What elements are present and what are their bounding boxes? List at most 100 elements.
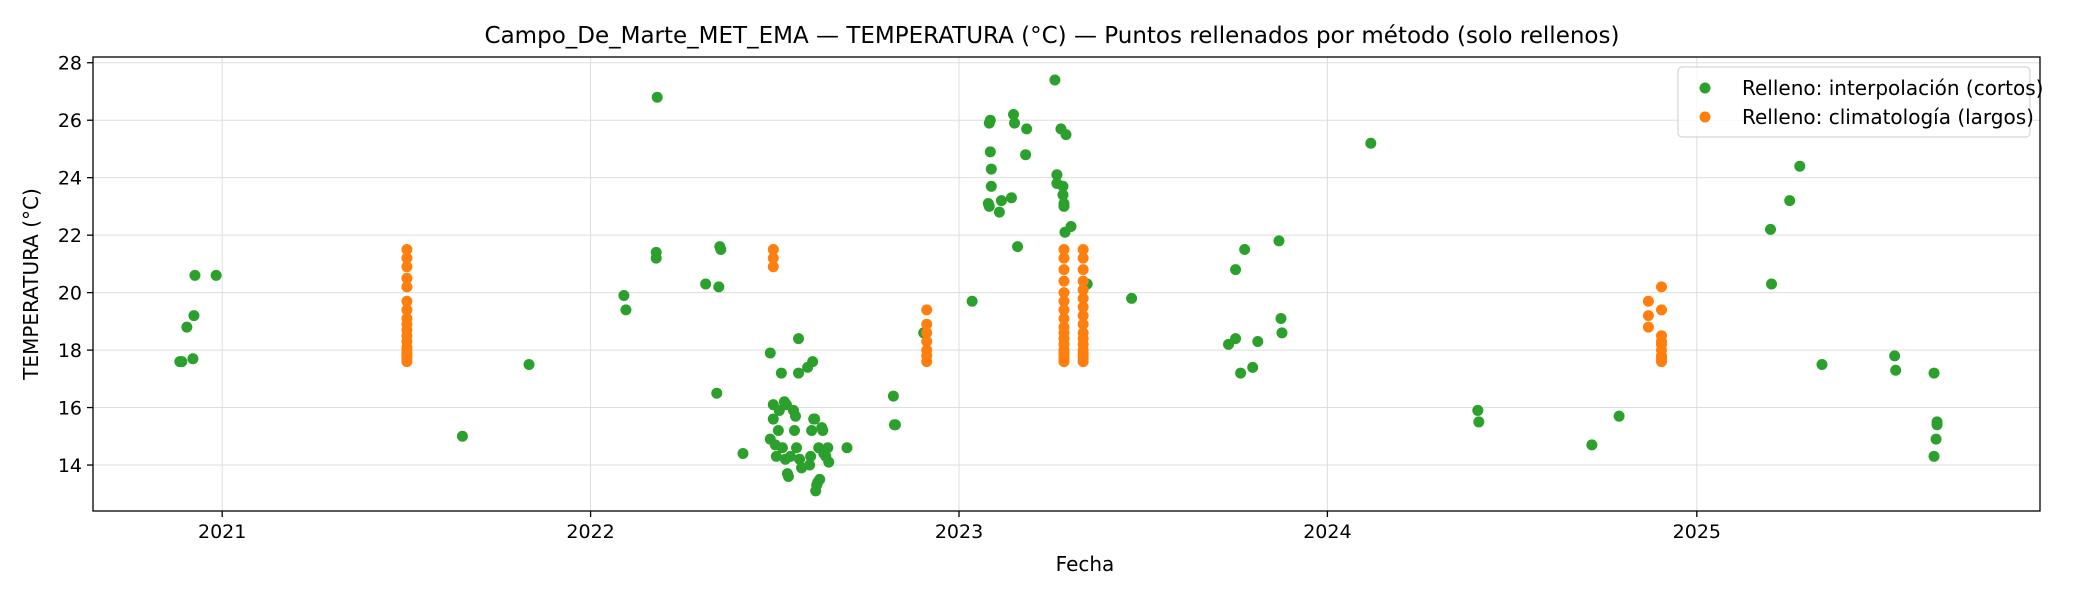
y-axis-label: TEMPERATURA (°C) xyxy=(19,188,43,381)
point-climatologia xyxy=(401,312,413,324)
point-climatologia xyxy=(1058,321,1070,333)
point-interpolacion xyxy=(814,473,826,485)
point-climatologia xyxy=(767,244,779,256)
legend-marker-climatologia xyxy=(1699,111,1711,123)
legend: Relleno: interpolación (cortos) Relleno:… xyxy=(1677,66,2043,138)
point-climatologia xyxy=(401,272,413,284)
point-climatologia xyxy=(1656,281,1668,293)
point-interpolacion xyxy=(984,146,996,158)
point-interpolacion xyxy=(1765,223,1777,235)
point-climatologia xyxy=(767,261,779,273)
point-interpolacion xyxy=(788,425,800,437)
point-interpolacion xyxy=(1057,189,1069,201)
point-interpolacion xyxy=(189,269,201,281)
point-interpolacion xyxy=(1230,264,1242,276)
point-interpolacion xyxy=(1928,367,1940,379)
point-interpolacion xyxy=(1816,358,1828,370)
point-interpolacion xyxy=(737,448,749,460)
point-climatologia xyxy=(1077,264,1089,276)
point-climatologia xyxy=(1077,327,1089,339)
point-interpolacion xyxy=(1051,169,1063,181)
point-climatologia xyxy=(1077,252,1089,264)
point-interpolacion xyxy=(1930,433,1942,445)
x-tick-label: 2022 xyxy=(566,521,614,543)
point-climatologia xyxy=(1058,287,1070,299)
point-climatologia xyxy=(1077,284,1089,296)
point-interpolacion xyxy=(181,321,193,333)
point-climatologia xyxy=(401,252,413,264)
data-points xyxy=(174,74,1943,497)
legend-label-climatologia: Relleno: climatología (largos) xyxy=(1742,105,2034,129)
legend-box xyxy=(1677,66,2031,138)
point-interpolacion xyxy=(1931,416,1943,428)
point-climatologia xyxy=(1077,244,1089,256)
point-interpolacion xyxy=(764,347,776,359)
point-interpolacion xyxy=(984,114,996,126)
point-interpolacion xyxy=(1126,292,1138,304)
point-interpolacion xyxy=(1058,200,1070,212)
point-interpolacion xyxy=(1273,235,1285,247)
point-climatologia xyxy=(1058,264,1070,276)
point-interpolacion xyxy=(715,244,727,256)
point-interpolacion xyxy=(789,410,801,422)
point-interpolacion xyxy=(791,442,803,454)
point-climatologia xyxy=(1058,295,1070,307)
point-climatologia xyxy=(401,261,413,273)
x-axis-ticks: 2021 2022 2023 2024 2025 xyxy=(198,511,1721,543)
point-interpolacion xyxy=(1275,312,1287,324)
point-climatologia xyxy=(1656,330,1668,342)
point-interpolacion xyxy=(993,206,1005,218)
point-interpolacion xyxy=(793,367,805,379)
point-climatologia xyxy=(1077,292,1089,304)
point-interpolacion xyxy=(1057,180,1069,192)
point-interpolacion xyxy=(1009,117,1021,129)
point-interpolacion xyxy=(711,387,723,399)
point-interpolacion xyxy=(1060,129,1072,141)
point-climatologia xyxy=(1077,301,1089,313)
x-tick-label: 2023 xyxy=(935,521,983,543)
point-climatologia xyxy=(1642,321,1654,333)
point-interpolacion xyxy=(782,471,794,483)
point-interpolacion xyxy=(187,353,199,365)
point-interpolacion xyxy=(1890,364,1902,376)
point-climatologia xyxy=(1642,295,1654,307)
point-interpolacion xyxy=(1252,335,1264,347)
point-interpolacion xyxy=(1235,367,1247,379)
point-interpolacion xyxy=(1613,410,1625,422)
point-climatologia xyxy=(1642,310,1654,322)
point-interpolacion xyxy=(805,450,817,462)
point-interpolacion xyxy=(770,450,782,462)
point-climatologia xyxy=(921,304,933,316)
point-interpolacion xyxy=(1473,416,1485,428)
point-interpolacion xyxy=(985,180,997,192)
point-interpolacion xyxy=(618,289,630,301)
y-tick-label: 18 xyxy=(58,340,82,362)
point-climatologia xyxy=(1058,275,1070,287)
point-interpolacion xyxy=(772,425,784,437)
x-tick-label: 2025 xyxy=(1673,521,1721,543)
x-tick-label: 2021 xyxy=(198,521,246,543)
point-interpolacion xyxy=(966,295,978,307)
point-interpolacion xyxy=(985,163,997,175)
point-interpolacion xyxy=(1889,350,1901,362)
point-interpolacion xyxy=(983,200,995,212)
point-interpolacion xyxy=(889,419,901,431)
point-interpolacion xyxy=(784,450,796,462)
point-climatologia xyxy=(401,281,413,293)
point-interpolacion xyxy=(1065,221,1077,233)
point-interpolacion xyxy=(523,358,535,370)
point-climatologia xyxy=(1077,310,1089,322)
point-climatologia xyxy=(1058,252,1070,264)
y-tick-label: 28 xyxy=(58,53,82,75)
point-interpolacion xyxy=(620,304,632,316)
point-climatologia xyxy=(401,244,413,256)
point-interpolacion xyxy=(807,356,819,368)
point-interpolacion xyxy=(804,459,816,471)
point-interpolacion xyxy=(1365,137,1377,149)
point-interpolacion xyxy=(1021,123,1033,135)
y-tick-label: 16 xyxy=(58,398,82,420)
point-interpolacion xyxy=(1005,192,1017,204)
point-interpolacion xyxy=(210,269,222,281)
legend-label-interpolacion: Relleno: interpolación (cortos) xyxy=(1742,76,2043,100)
